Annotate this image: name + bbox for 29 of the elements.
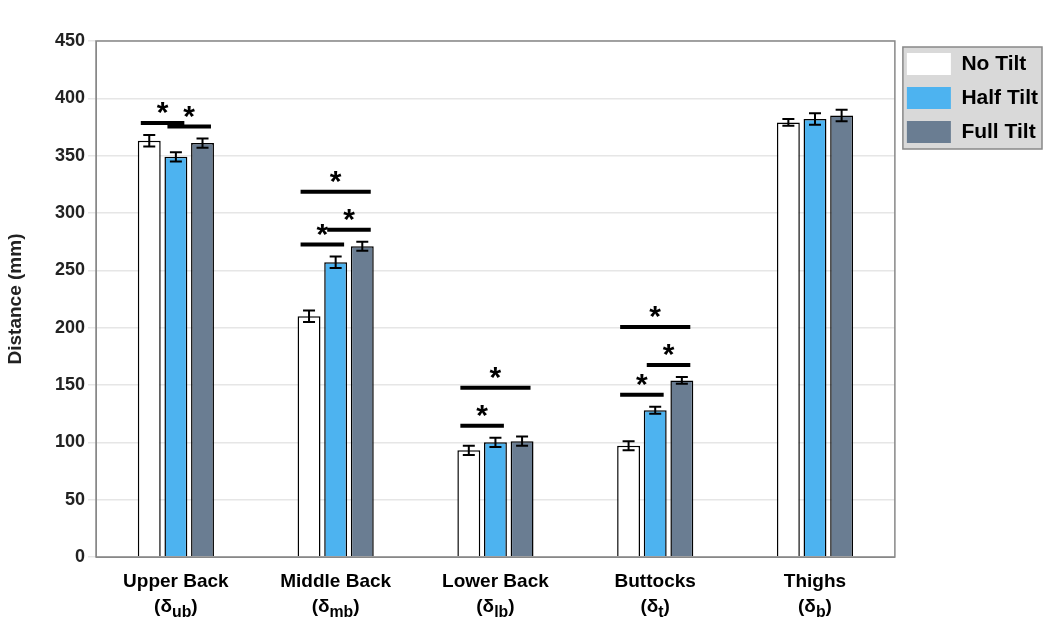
y-tick-label: 250 — [54, 259, 85, 280]
y-tick-label: 400 — [54, 87, 85, 108]
x-tick-label: Buttocks (δ$_{t}$) — [613, 569, 697, 622]
legend-label: Full Tilt — [961, 118, 1036, 142]
x-tick-label: Middle Back (δ$_{mb}$) — [279, 569, 393, 622]
annotation: * — [489, 360, 502, 394]
annotation: * — [156, 95, 169, 129]
y-tick-label: 150 — [54, 373, 85, 394]
y-tick-label: 350 — [54, 144, 85, 165]
annotation: * — [662, 337, 675, 371]
legend-label: No Tilt — [961, 50, 1027, 74]
x-tick-label: Lower Back (δ$_{lb}$) — [441, 569, 550, 622]
legend-label: Half Tilt — [961, 84, 1039, 108]
y-tick-label: 50 — [64, 488, 85, 509]
annotation: * — [649, 299, 662, 333]
y-tick-label: 300 — [54, 201, 85, 222]
annotation: * — [183, 98, 196, 132]
annotation: * — [329, 163, 342, 197]
y-tick-label: 200 — [54, 316, 85, 337]
annotation: * — [636, 367, 649, 401]
annotation: * — [476, 398, 489, 432]
y-tick-label: 450 — [54, 29, 85, 50]
annotation: * — [316, 216, 329, 250]
x-tick-label: Thighs (δ$_{b}$) — [782, 569, 848, 622]
annotation: * — [343, 201, 356, 235]
y-tick-label: 0 — [74, 545, 85, 566]
y-axis-title: Distance (mm) — [3, 233, 25, 365]
y-tick-label: 100 — [54, 431, 85, 452]
x-tick-label: Upper Back (δ$_{ub}$) — [122, 569, 230, 622]
